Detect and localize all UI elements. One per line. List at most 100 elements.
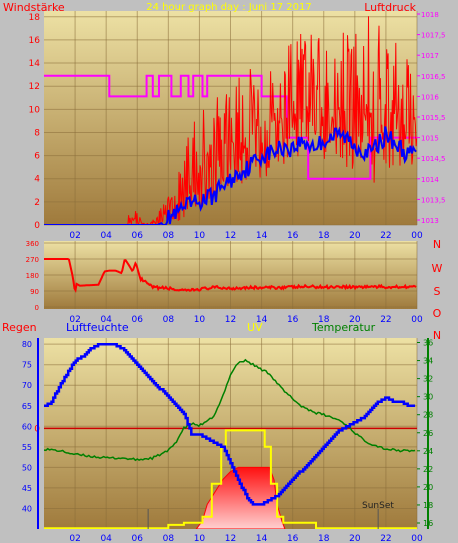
- time-tick-label: 02: [69, 315, 80, 325]
- climate-series: [44, 342, 417, 529]
- compass-label: N: [433, 329, 441, 342]
- humidity-tick-label: 45: [22, 484, 32, 493]
- time-tick-label: 22: [380, 534, 391, 543]
- direction-tick-label: 90: [30, 288, 39, 296]
- compass-label: O: [433, 307, 442, 320]
- time-tick-label: 14: [256, 315, 268, 325]
- time-tick-label: 10: [194, 231, 206, 241]
- wind-tick-label: 12: [29, 82, 40, 92]
- wind-grid: [44, 11, 418, 226]
- pressure-tick-label: 1016: [421, 93, 439, 101]
- time-tick-label: 22: [380, 231, 391, 241]
- humidity-tick-label: 40: [22, 504, 32, 513]
- humidity-tick-label: 50: [22, 463, 32, 472]
- pressure-tick-label: 1014: [421, 176, 439, 184]
- pressure-tick-label: 1014,5: [421, 155, 446, 163]
- time-tick-label: 04: [100, 231, 112, 241]
- time-tick-label: 16: [287, 315, 299, 325]
- pressure-line: [44, 74, 417, 180]
- time-tick-label: 06: [132, 231, 144, 241]
- time-tick-label: 00: [411, 534, 423, 543]
- climate-ticks: 40 45 50 55 60 65 70 75 80 02 04 06 08 10 12 14 16 18 20 22…: [22, 338, 433, 543]
- time-tick-label: 12: [225, 231, 236, 241]
- time-tick-label: 02: [69, 231, 80, 241]
- time-tick-label: 08: [163, 534, 175, 543]
- time-tick-label: 12: [225, 534, 236, 543]
- temperature-axis-bar: [427, 338, 429, 529]
- wind-tick-label: 8: [34, 128, 40, 138]
- temperature-label: Temperatur: [311, 321, 376, 334]
- humidity-line: [44, 342, 416, 506]
- wind-tick-label: 0: [34, 221, 40, 231]
- time-tick-label: 18: [318, 231, 330, 241]
- pressure-tick-label: 1017,5: [421, 32, 446, 40]
- uv-label: UV: [247, 321, 263, 334]
- wind-tick-label: 16: [29, 36, 41, 46]
- pressure-tick-label: 1018: [421, 11, 439, 19]
- direction-tick-label: 360: [26, 240, 39, 248]
- time-tick-label: 20: [349, 315, 361, 325]
- direction-tick-label: 0: [35, 304, 39, 312]
- time-tick-label: 00: [411, 315, 423, 325]
- time-tick-label: 08: [163, 315, 175, 325]
- humidity-tick-label: 70: [22, 381, 32, 390]
- time-tick-label: 20: [349, 231, 361, 241]
- humidity-tick-label: 75: [22, 361, 32, 370]
- time-tick-label: 04: [100, 534, 112, 543]
- wind-tick-label: 2: [34, 198, 40, 208]
- time-tick-label: 22: [380, 315, 391, 325]
- wind-tick-label: 6: [34, 152, 40, 162]
- time-tick-label: 14: [256, 534, 268, 543]
- sunset-label: SunSet: [362, 501, 394, 511]
- time-tick-label: 14: [256, 231, 268, 241]
- wind-tick-label: 10: [29, 105, 41, 115]
- time-tick-label: 02: [69, 534, 80, 543]
- rain-label: Regen: [2, 321, 37, 334]
- humidity-tick-label: 65: [22, 402, 32, 411]
- right-axis-label: Luftdruck: [364, 1, 416, 14]
- time-tick-label: 18: [318, 534, 330, 543]
- pressure-tick-label: 1013: [421, 217, 439, 225]
- time-tick-label: 00: [411, 231, 423, 241]
- compass-label: N: [433, 238, 441, 251]
- humidity-tick-label: 80: [22, 340, 32, 349]
- time-tick-label: 04: [100, 315, 112, 325]
- time-tick-label: 16: [287, 231, 299, 241]
- wind-tick-label: 4: [34, 175, 40, 185]
- time-tick-label: 10: [194, 534, 206, 543]
- pressure-tick-label: 1016,5: [421, 73, 446, 81]
- time-tick-label: 12: [225, 315, 236, 325]
- wind-tick-label: 14: [29, 59, 41, 69]
- pressure-tick-label: 1015,5: [421, 114, 446, 122]
- wind-line: [44, 126, 417, 225]
- compass-label: W: [432, 262, 443, 275]
- pressure-tick-label: 1013,5: [421, 196, 446, 204]
- compass-label: S: [434, 285, 441, 298]
- time-tick-label: 18: [318, 315, 330, 325]
- direction-series: [44, 258, 417, 293]
- time-tick-label: 06: [132, 534, 144, 543]
- wind-tick-label: 18: [29, 13, 41, 23]
- time-tick-label: 06: [132, 315, 144, 325]
- time-tick-label: 08: [163, 231, 175, 241]
- rain-axis-bar: [37, 338, 39, 529]
- chart-title: 24 hour graph day : Juni 17 2017: [146, 2, 312, 13]
- gust-line: [44, 16, 417, 225]
- direction-tick-label: 270: [26, 256, 39, 264]
- time-tick-label: 16: [287, 534, 299, 543]
- wind-series: [44, 16, 417, 225]
- climate-chart: 40 45 50 55 60 65 70 75 80 02 04 06 08 10 12 14 16 18 20 22…: [2, 321, 433, 543]
- time-tick-label: 20: [349, 534, 361, 543]
- temperature-line: [44, 358, 416, 462]
- humidity-label: Luftfeuchte: [66, 321, 129, 334]
- pressure-tick-label: 1017: [421, 52, 439, 60]
- pressure-tick-label: 1015: [421, 135, 439, 143]
- direction-line: [44, 258, 417, 293]
- direction-grid: [44, 241, 418, 309]
- left-axis-label: Windstärke: [3, 1, 65, 14]
